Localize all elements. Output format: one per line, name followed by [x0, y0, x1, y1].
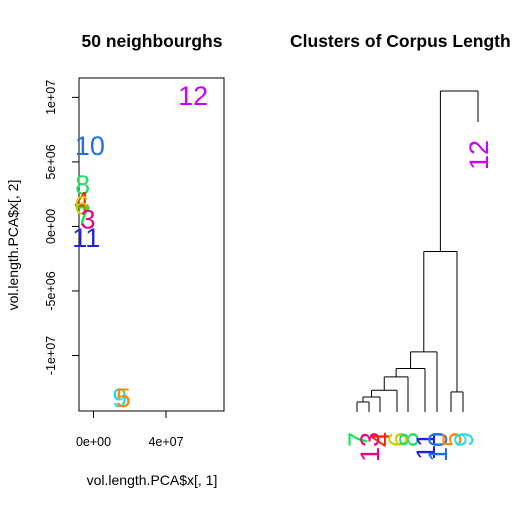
point-label: 7	[76, 201, 91, 231]
y-tick-label: 0e+00	[44, 209, 58, 244]
leaf-label: 12	[464, 140, 494, 170]
scatter-plot-box	[78, 77, 225, 412]
point-label: 8	[75, 170, 90, 200]
scatter-title: 50 neighbourghs	[82, 31, 223, 51]
y-tick-label: 5e+06	[44, 144, 58, 179]
leaf-label: 9	[449, 432, 479, 447]
leaf-label: 8	[394, 432, 424, 447]
leaf-label: 7	[343, 432, 373, 447]
y-tick-label: -1e+07	[44, 336, 58, 375]
scatter-panel: 50 neighbourghs 0e+00 4e+07 1e+07 5e+06 0e+…	[5, 31, 225, 488]
point-label: 6	[74, 190, 89, 220]
point-label: 9	[112, 383, 127, 413]
leaf-label: 4	[366, 432, 396, 447]
y-tick-label: -5e+06	[44, 271, 58, 310]
leaf-label: 11	[411, 432, 441, 460]
dendrogram-branches	[356, 90, 479, 412]
y-tick-label: 1e+07	[44, 80, 58, 115]
dendrogram-title: Clusters of Corpus Length	[290, 31, 511, 51]
leaf-label: 6	[383, 432, 413, 447]
point-label: 5	[116, 383, 131, 413]
leaf-label: 10	[423, 432, 453, 462]
scatter-x-label: vol.length.PCA$x[, 1]	[87, 472, 218, 488]
x-tick-label: 0e+00	[76, 435, 111, 449]
scatter-y-axis: 1e+07 5e+06 0e+00 -5e+06 -1e+07	[44, 80, 80, 375]
scatter-x-axis: 0e+00 4e+07	[76, 410, 184, 449]
point-label: 12	[178, 81, 208, 111]
point-label: 4	[74, 187, 89, 217]
point-label: 3	[81, 205, 96, 235]
point-label: 10	[75, 131, 105, 161]
leaf-label: 13	[355, 432, 385, 462]
scatter-y-label: vol.length.PCA$x[, 2]	[5, 180, 21, 311]
leaf-label: 5	[437, 432, 467, 447]
point-label: 11	[72, 223, 100, 253]
x-tick-label: 4e+07	[148, 435, 183, 449]
